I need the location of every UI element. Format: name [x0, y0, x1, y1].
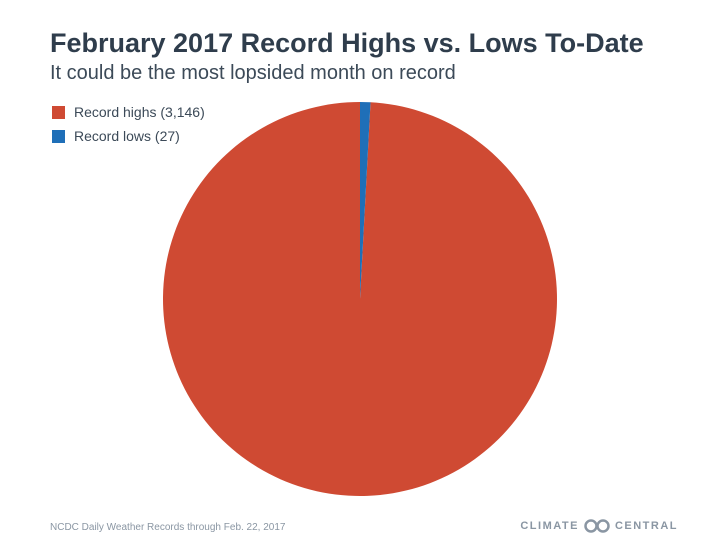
climate-central-logo: CLIMATE CENTRAL	[520, 519, 678, 533]
legend-label-record-lows: Record lows (27)	[74, 128, 180, 144]
chart-subtitle: It could be the most lopsided month on r…	[50, 62, 456, 84]
source-note: NCDC Daily Weather Records through Feb. …	[50, 522, 286, 533]
pie-slice-record-lows	[360, 102, 371, 299]
legend-swatch-record-highs	[52, 105, 65, 119]
logo-text-right: CENTRAL	[614, 520, 678, 532]
pie-slice-record-highs	[162, 102, 557, 496]
legend-swatch-record-lows	[52, 129, 65, 143]
logo-rings-icon	[584, 519, 610, 533]
legend-label-record-highs: Record highs (3,146)	[74, 104, 205, 120]
chart-title: February 2017 Record Highs vs. Lows To-D…	[50, 28, 644, 58]
logo-text-left: CLIMATE	[520, 520, 579, 532]
legend-item-record-lows: Record lows (27)	[52, 124, 205, 148]
legend: Record highs (3,146) Record lows (27)	[52, 100, 205, 148]
legend-item-record-highs: Record highs (3,146)	[52, 100, 205, 124]
